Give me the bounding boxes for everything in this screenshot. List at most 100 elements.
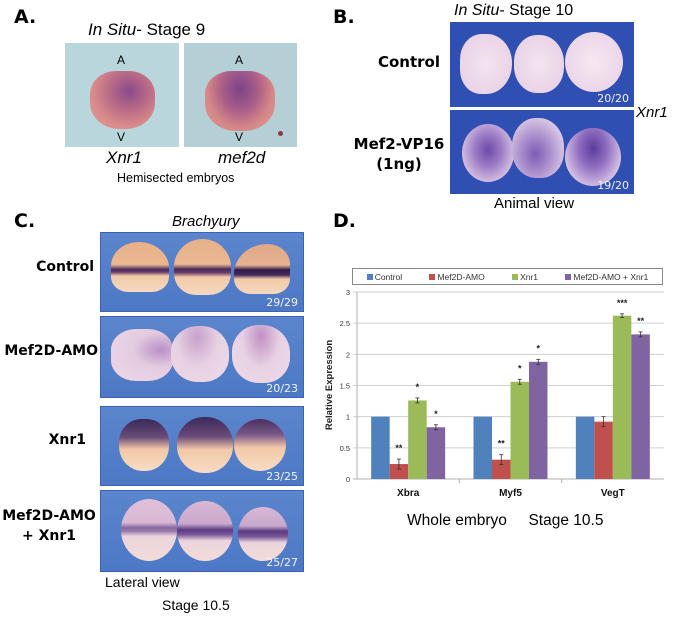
panel-b-title-italic: In Situ [454, 2, 500, 19]
panel-c-row-label-mef2d-amo-xnr1: Mef2D-AMO + Xnr1 [0, 506, 98, 546]
significance-label: *** [617, 298, 628, 308]
significance-label: * [536, 343, 540, 353]
x-tick-label: Xbra [397, 488, 420, 499]
significance-label: * [434, 409, 438, 419]
significance-label: ** [637, 316, 645, 326]
panel-b-row-label-control: Control [377, 53, 440, 71]
row-label-line2: + Xnr1 [21, 528, 76, 544]
panel-a-image-mef2d: A V [184, 43, 297, 147]
embryo [234, 244, 290, 294]
panel-c-title: Brachyury [172, 213, 240, 230]
y-tick-label: 2 [346, 350, 350, 359]
legend-label: Control [374, 271, 403, 282]
legend-swatch [565, 273, 572, 280]
bar-vegt-mef2d-amo [594, 421, 613, 479]
panel-c-row-label-xnr1: Xnr1 [48, 432, 86, 448]
y-tick-label: 2.5 [340, 319, 350, 328]
embryo [565, 32, 623, 92]
significance-label: * [416, 382, 420, 392]
embryo [514, 35, 564, 93]
x-tick-label: Myf5 [499, 488, 522, 499]
y-tick-label: 0.5 [340, 444, 350, 453]
embryo [171, 326, 229, 382]
panel-b-image-mef2vp16: 19/20 [450, 110, 634, 194]
score-label: 20/20 [597, 92, 629, 105]
gridlines [353, 291, 664, 483]
panel-c-image-mef2d-amo-xnr1: 25/27 [100, 490, 304, 572]
panel-b-gene-label: Xnr1 [636, 104, 668, 121]
y-tick-label: 0 [346, 475, 350, 484]
embryo [234, 419, 286, 471]
embryo [565, 128, 621, 186]
panel-a-title-rest: - Stage 9 [136, 20, 206, 39]
panel-c-footer-stage: Stage 10.5 [162, 597, 230, 613]
panel-d-letter: D. [333, 210, 356, 232]
panel-a-gene-xnr1: Xnr1 [106, 148, 142, 167]
embryo [512, 118, 564, 178]
legend-item-control: Control [366, 271, 403, 282]
legend-swatch [366, 273, 373, 280]
significance-label: ** [395, 443, 403, 453]
bar-chart: 00.511.522.53 ************* Xbra Myf5 VegT… [324, 288, 664, 499]
bar-myf5-mef2d-amo-xnr1 [529, 361, 548, 479]
legend-item-mef2d-amo: Mef2D-AMO [429, 271, 485, 282]
score-label: 29/29 [266, 296, 298, 309]
y-tick-label: 1.5 [340, 382, 350, 391]
panel-a-footer: Hemisected embryos [117, 171, 235, 185]
embryo [111, 242, 169, 292]
panel-c-row-label-control: Control [36, 259, 94, 275]
bar-myf5-mef2d-amo [492, 459, 511, 479]
row-label-line1: Mef2D-AMO [2, 508, 96, 524]
panel-c-footer-view: Lateral view [105, 574, 180, 590]
score-label: 20/23 [266, 382, 298, 395]
y-tick-labels: 0 0.5 1 1.5 2 2.5 3 [340, 288, 350, 484]
embryo [205, 71, 275, 131]
panel-c-image-xnr1: 23/25 [100, 406, 304, 486]
significance-labels: ************* [395, 298, 644, 453]
debris-dot [278, 131, 283, 136]
panel-c-row-label-mef2d-amo: Mef2D-AMO [4, 343, 98, 359]
panel-b-title: In Situ- Stage 10 [454, 2, 573, 20]
panel-a-letter: A. [14, 6, 37, 28]
panel-b-row-label-mef2vp16: Mef2-VP16 (1ng) [352, 134, 446, 174]
score-label: 25/27 [266, 556, 298, 569]
x-tick-labels: Xbra Myf5 VegT [397, 488, 625, 499]
score-label: 19/20 [597, 179, 629, 192]
bar-vegt-xnr1 [612, 315, 632, 479]
y-tick-label: 1 [346, 413, 350, 422]
legend-swatch [429, 273, 436, 280]
panel-c-image-mef2d-amo: 20/23 [100, 316, 304, 398]
row-label-line1: Mef2-VP16 [353, 135, 445, 153]
bar-xbra-xnr1 [408, 400, 427, 479]
y-tick-label: 3 [346, 288, 350, 297]
animal-pole-label: A [235, 53, 244, 67]
panel-b-image-control: 20/20 [450, 22, 634, 107]
embryo [90, 71, 155, 129]
vegetal-pole-label: V [117, 130, 126, 144]
vegetal-pole-label: V [235, 130, 244, 144]
significance-label: ** [498, 439, 506, 449]
error-bars [396, 313, 643, 470]
embryo [111, 329, 173, 381]
bar-xbra-mef2d-amo [389, 464, 409, 479]
panel-a-title: In Situ- Stage 9 [88, 20, 205, 40]
panel-b-title-rest: - Stage 10 [499, 2, 574, 19]
legend-item-mef2d-amo-xnr1: Mef2D-AMO + Xnr1 [565, 272, 648, 282]
legend-swatch [512, 273, 519, 280]
embryo [232, 325, 290, 383]
panel-b-letter: B. [333, 6, 355, 28]
panel-c-letter: C. [14, 210, 36, 232]
bars [371, 315, 650, 479]
embryo [119, 419, 169, 471]
embryo [462, 124, 514, 182]
bar-vegt-mef2d-amo-xnr1 [631, 334, 650, 479]
bar-xbra-mef2d-amo-xnr1 [426, 427, 446, 479]
legend-label: Mef2D-AMO [437, 271, 485, 282]
embryo [177, 501, 233, 561]
panel-b-footer: Animal view [494, 195, 575, 212]
panel-c-image-control: 29/29 [100, 232, 304, 312]
legend-label: Xnr1 [520, 271, 539, 282]
panel-a-gene-mef2d: mef2d [218, 148, 266, 167]
embryo [238, 507, 288, 561]
chart-legend: Control Mef2D-AMO Xnr1 Mef2D-AMO + Xnr1 [352, 268, 663, 285]
